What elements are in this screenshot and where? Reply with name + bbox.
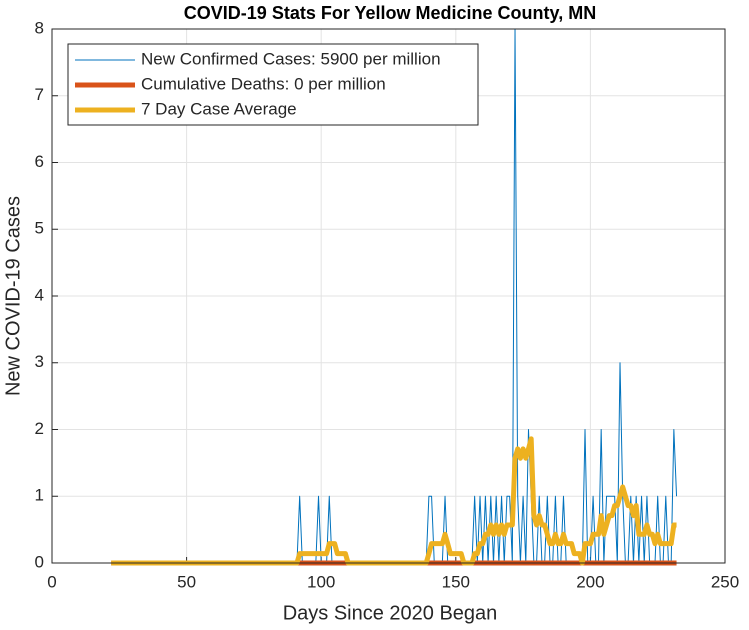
y-tick-label: 3 [35,352,44,371]
y-axis-label: New COVID-19 Cases [2,196,24,396]
legend-label: Cumulative Deaths: 0 per million [141,74,386,93]
x-tick-label: 200 [576,572,604,591]
x-tick-label: 250 [711,572,739,591]
y-tick-label: 0 [35,552,44,571]
y-tick-label: 7 [35,85,44,104]
y-tick-label: 5 [35,219,44,238]
y-tick-label: 2 [35,419,44,438]
x-tick-label: 50 [177,572,196,591]
axes-box [51,28,726,564]
x-tick-label: 150 [442,572,470,591]
y-tick-label: 8 [35,18,44,37]
legend-label: 7 Day Case Average [141,99,297,118]
legend-box [67,43,479,126]
x-axis-label: Days Since 2020 Began [283,602,498,624]
y-tick-label: 1 [35,486,44,505]
y-tick-label: 6 [35,152,44,171]
x-tick-label: 100 [307,572,335,591]
y-tick-label: 4 [35,285,44,304]
legend: New Confirmed Cases: 5900 per million Cum… [67,43,479,126]
chart-title: COVID-19 Stats For Yellow Medicine Count… [184,3,596,23]
legend-label: New Confirmed Cases: 5900 per million [141,49,441,68]
x-tick-label: 0 [47,572,56,591]
